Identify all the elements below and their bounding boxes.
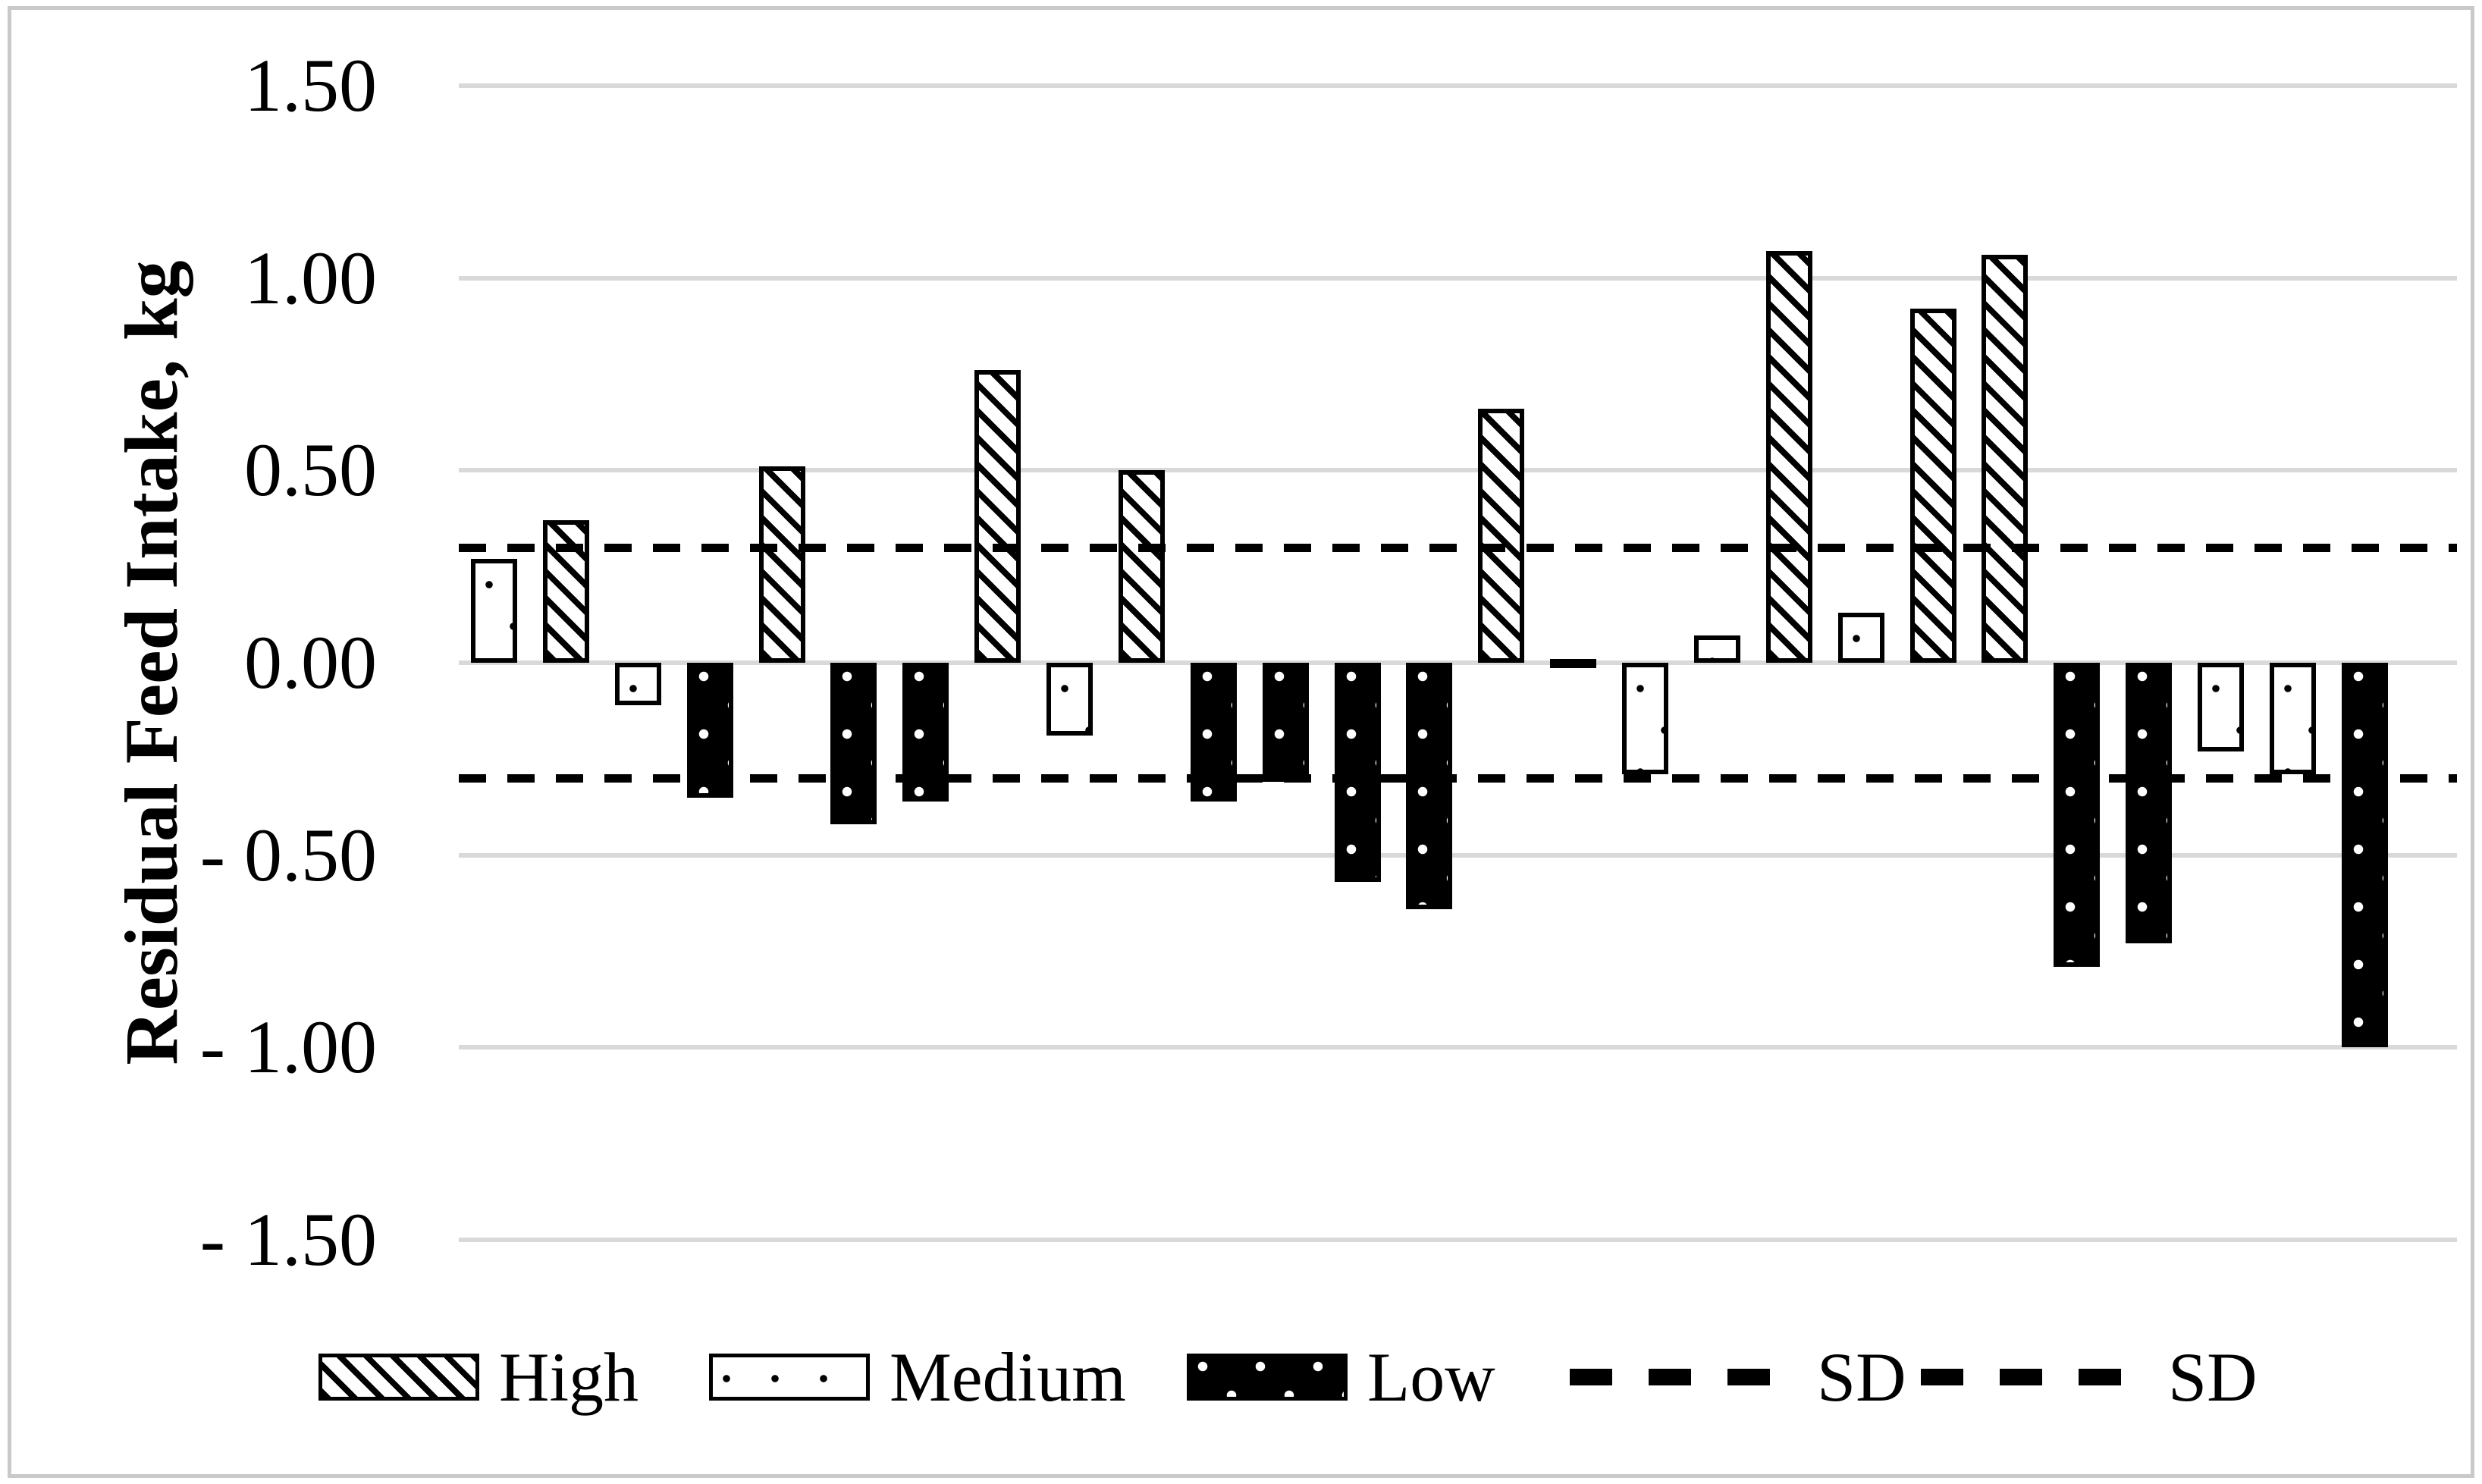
legend-label: High (499, 1338, 639, 1416)
gridline--1.50 (459, 1238, 2457, 1242)
plot-area (459, 83, 2457, 1242)
gridline-0.00 (459, 660, 2457, 665)
bar-high-8 (974, 370, 1021, 663)
bar-medium-3 (614, 663, 661, 705)
legend-label: Low (1367, 1338, 1495, 1416)
bar-low-24 (2126, 663, 2173, 944)
legend-item-sd-4: SD (1921, 1342, 2258, 1412)
legend-label: Medium (890, 1338, 1126, 1416)
gridline--1.00 (459, 1045, 2457, 1050)
bar-high-15 (1478, 409, 1525, 663)
gridline--0.50 (459, 852, 2457, 858)
bar-low-12 (1262, 663, 1309, 783)
bar-medium-25 (2198, 663, 2245, 751)
bar-medium-26 (2270, 663, 2316, 775)
y-tick-label: 1.50 (244, 43, 377, 127)
legend-item-low-2: Low (1187, 1342, 1495, 1412)
sd-dashed-line-upper (459, 543, 2457, 552)
bar-low-4 (686, 663, 733, 798)
bar-medium-9 (1046, 663, 1094, 736)
bar-medium-1 (471, 559, 517, 663)
y-tick-label: 0.50 (244, 428, 377, 513)
gridline-1.00 (459, 275, 2457, 281)
gridline-1.50 (459, 83, 2457, 88)
legend-dash-swatch (1921, 1369, 2148, 1385)
bar-low-27 (2341, 663, 2388, 1048)
y-tick-label: - 0.50 (199, 812, 377, 897)
bar-high-2 (542, 520, 589, 663)
bar-medium-20 (1837, 613, 1884, 663)
legend-item-sd-3: SD (1570, 1342, 1906, 1412)
bar-high-19 (1765, 251, 1812, 663)
legend-dash-swatch (1570, 1369, 1797, 1385)
y-tick-label: 0.00 (244, 620, 377, 704)
legend-swatch-high (318, 1354, 479, 1401)
legend-label: SD (2168, 1338, 2258, 1416)
bar-high-21 (1909, 309, 1956, 663)
legend-swatch-low (1187, 1354, 1348, 1401)
bar-low-14 (1406, 663, 1453, 909)
bar-low-23 (2054, 663, 2101, 967)
bar-medium-17 (1622, 663, 1669, 775)
legend-swatch-medium (709, 1354, 870, 1401)
bar-medium-16 (1550, 658, 1597, 668)
y-tick-label: 1.00 (244, 235, 377, 320)
y-tick-label: - 1.00 (199, 1005, 377, 1090)
bar-high-22 (1982, 255, 2029, 663)
y-tick-label: - 1.50 (199, 1197, 377, 1282)
sd-dashed-line-lower (459, 774, 2457, 783)
legend-item-medium-1: Medium (709, 1342, 1126, 1412)
bar-low-13 (1334, 663, 1381, 883)
bar-low-6 (830, 663, 877, 825)
bar-medium-18 (1693, 635, 1740, 663)
legend-label: SD (1817, 1338, 1906, 1416)
bar-high-10 (1118, 470, 1165, 663)
gridline-0.50 (459, 468, 2457, 473)
bar-high-5 (758, 466, 805, 663)
legend-item-high-0: High (318, 1342, 639, 1412)
